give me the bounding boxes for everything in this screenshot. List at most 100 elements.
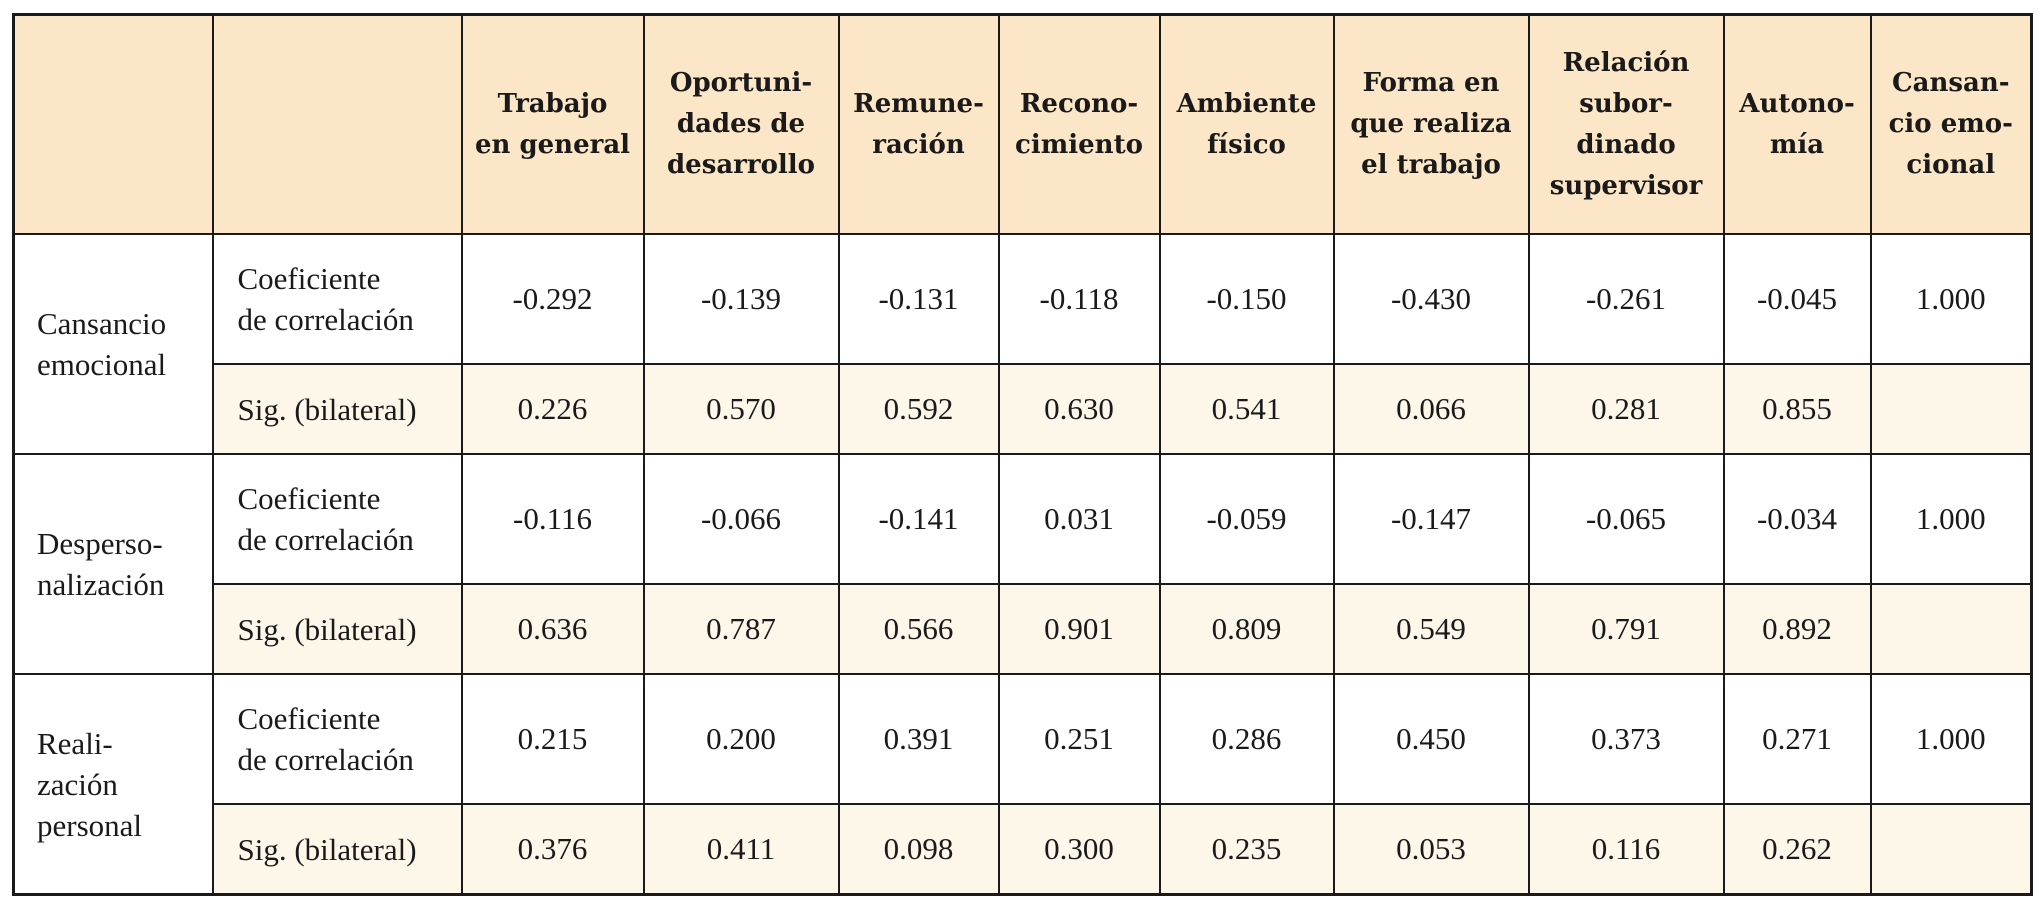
value-cell: -0.261 <box>1527 233 1725 365</box>
value-cell: -0.045 <box>1722 233 1872 365</box>
column-header-line: Recono- <box>1019 88 1139 119</box>
statistic-label-line: Sig. (bilateral) <box>237 611 417 647</box>
table-row: Cansancio emocional Coeficiente de correlac… <box>12 233 2033 455</box>
column-header-line: Remune- <box>853 88 984 119</box>
table-row: Sig. (bilateral) 0.226 0.570 0.592 0.630 0.54… <box>14 363 2033 455</box>
column-header: Forma en que realiza el trabajo <box>1332 13 1530 235</box>
column-header-line: Relación <box>1562 47 1690 78</box>
column-header-line: Forma en <box>1362 68 1500 98</box>
statistic-label-line: de correlación <box>237 302 414 337</box>
value-cell: 0.570 <box>642 363 840 455</box>
value-cell: -0.139 <box>642 233 840 365</box>
value-cell: 0.450 <box>1332 673 1530 805</box>
value-cell: 0.116 <box>1527 803 1725 896</box>
statistic-label-cell: Coeficiente de correlación <box>211 233 463 365</box>
column-header-line: ración <box>872 129 965 160</box>
value-cell: -0.141 <box>837 453 1000 585</box>
value-cell: 0.235 <box>1158 803 1335 896</box>
column-header: Autono-mía <box>1722 13 1872 235</box>
value-cell: -0.150 <box>1158 233 1335 365</box>
column-header-line: cimiento <box>1015 129 1143 160</box>
table-body: Cansancio emocional Coeficiente de correlac… <box>12 233 2033 896</box>
column-header-line: Autono- <box>1739 88 1855 119</box>
column-header-label: Autono-mía <box>1725 84 1870 166</box>
column-header-line: Oportuni- <box>669 68 813 98</box>
value-cell: 0.630 <box>997 363 1161 455</box>
column-header-line: en general <box>474 129 631 160</box>
statistic-label-cell: Coeficiente de correlación <box>211 673 463 805</box>
value-cell: 0.566 <box>837 583 1000 675</box>
group-label-line: nalización <box>37 567 165 602</box>
group-label-line: zación <box>37 766 118 802</box>
group-label-line: Desperso- <box>37 526 163 561</box>
value-cell: 0.373 <box>1527 673 1725 805</box>
value-cell: 0.791 <box>1527 583 1725 675</box>
statistic-label-cell: Sig. (bilateral) <box>211 583 463 675</box>
value-cell: 0.215 <box>460 673 645 805</box>
column-header: Ambiente físico <box>1158 13 1335 235</box>
value-cell: 0.098 <box>837 803 1000 896</box>
value-cell: 0.286 <box>1158 673 1335 805</box>
column-header-line: dades de <box>676 109 806 139</box>
value-cell: 0.281 <box>1527 363 1725 455</box>
header-row: Trabajo en general Oportuni-dades de desarr… <box>12 13 2033 235</box>
value-cell: -0.292 <box>460 233 645 365</box>
correlation-table-container: Trabajo en general Oportuni-dades de desarr… <box>12 13 2033 896</box>
value-cell: 0.855 <box>1722 363 1872 455</box>
column-header-line: cional <box>1906 150 1996 180</box>
column-header-label: Ambiente físico <box>1161 84 1333 166</box>
value-cell: 0.541 <box>1158 363 1335 455</box>
value-cell <box>1869 803 2033 896</box>
value-cell: 0.592 <box>837 363 1000 455</box>
statistic-label-line: Sig. (bilateral) <box>237 831 417 867</box>
column-header-line: cio emo- <box>1888 109 2013 139</box>
value-cell: -0.131 <box>837 233 1000 365</box>
value-cell: 0.262 <box>1722 803 1872 896</box>
table-row: Sig. (bilateral) 0.376 0.411 0.098 0.300 0.23… <box>14 803 2033 896</box>
correlation-table: Trabajo en general Oportuni-dades de desarr… <box>12 13 2033 896</box>
value-cell: 1.000 <box>1869 233 2033 365</box>
value-cell: 0.226 <box>460 363 645 455</box>
value-cell: 0.809 <box>1158 583 1335 675</box>
table-row: Reali-zación personal Coeficiente de correl… <box>12 673 2033 896</box>
column-header-label: Oportuni-dades de desarrollo <box>645 63 838 186</box>
group-label-cell: Cansancio emocional <box>12 233 214 455</box>
column-header-line: desarrollo <box>666 150 816 180</box>
value-cell: -0.065 <box>1527 453 1725 585</box>
value-cell: -0.118 <box>997 233 1161 365</box>
table-row: Desperso-nalización Coeficiente de correla… <box>12 453 2033 675</box>
value-cell: 0.549 <box>1332 583 1530 675</box>
value-cell <box>1869 583 2033 675</box>
statistic-label-cell: Sig. (bilateral) <box>211 803 463 896</box>
value-cell <box>1869 363 2033 455</box>
column-header-label: Trabajo en general <box>463 84 643 166</box>
column-header-line: el trabajo <box>1361 150 1501 180</box>
table-row: Sig. (bilateral) 0.636 0.787 0.566 0.901 0.80… <box>14 583 2033 675</box>
value-cell: -0.116 <box>460 453 645 585</box>
group-label-cell: Desperso-nalización <box>12 453 214 675</box>
group-label-line: personal <box>37 807 143 843</box>
value-cell: 0.200 <box>642 673 840 805</box>
value-cell: 0.031 <box>997 453 1161 585</box>
column-header: Oportuni-dades de desarrollo <box>642 13 840 235</box>
header-corner-cell <box>211 13 463 235</box>
group-label-line: emocional <box>37 347 167 382</box>
statistic-label-line: Coeficiente <box>237 481 381 516</box>
value-cell: 0.251 <box>997 673 1161 805</box>
value-cell: 0.411 <box>642 803 840 896</box>
value-cell: 0.892 <box>1722 583 1872 675</box>
statistic-label-line: Coeficiente <box>237 261 381 296</box>
column-header-label: Relación subor-dinado supervisor <box>1530 43 1723 207</box>
column-header-label: Forma en que realiza el trabajo <box>1335 63 1528 186</box>
value-cell: 0.271 <box>1722 673 1872 805</box>
value-cell: 0.066 <box>1332 363 1530 455</box>
statistic-label-line: Coeficiente <box>237 701 381 736</box>
column-header-label: Cansan-cio emo-cional <box>1872 63 2031 186</box>
group-label-line: Cansancio <box>37 306 167 341</box>
value-cell: 1.000 <box>1869 453 2033 585</box>
column-header: Remune-ración <box>837 13 1000 235</box>
column-header-line: Ambiente <box>1176 88 1317 119</box>
value-cell: 0.901 <box>997 583 1161 675</box>
column-header-line: Trabajo <box>497 88 608 119</box>
column-header-line: mía <box>1769 129 1825 160</box>
